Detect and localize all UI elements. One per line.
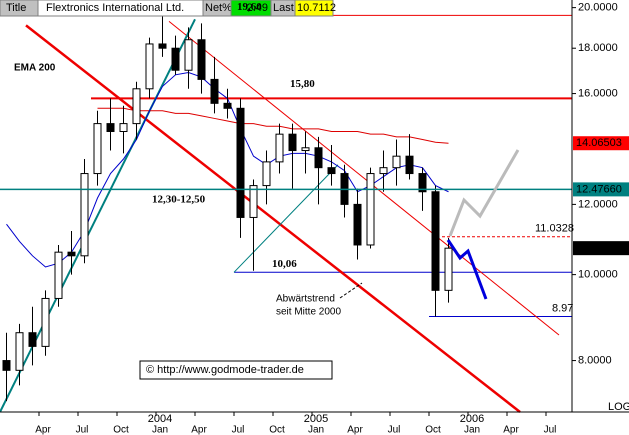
price-box-label: 14.06503 bbox=[576, 137, 622, 149]
x-tick-label: Apr bbox=[35, 425, 51, 435]
price-box-label: 10.7112 bbox=[576, 242, 615, 254]
price-box bbox=[573, 182, 629, 197]
candle-body bbox=[236, 107, 245, 218]
trend-annotation: seit Mitte 2000 bbox=[276, 307, 341, 318]
y-tick-label: 20.0000 bbox=[578, 2, 618, 14]
level-label: 19,60 bbox=[237, 1, 262, 13]
candle-body bbox=[210, 78, 219, 104]
level-label: 11.0328 bbox=[535, 223, 574, 235]
trend-line bbox=[25, 24, 521, 413]
x-tick-label: Oct bbox=[425, 425, 441, 435]
indicator-line bbox=[97, 107, 449, 144]
candle-body bbox=[119, 123, 128, 132]
header-title: Title bbox=[6, 2, 26, 14]
candle-body bbox=[444, 247, 453, 291]
header-last-label: Last bbox=[273, 2, 294, 14]
header-name: Flextronics International Ltd. bbox=[46, 2, 184, 14]
header-cell bbox=[294, 0, 334, 17]
candle-body bbox=[223, 102, 232, 109]
candle-body bbox=[288, 133, 297, 152]
x-tick-label: Jan bbox=[152, 425, 168, 435]
candle-body bbox=[145, 43, 154, 90]
y-tick-label: 16.0000 bbox=[578, 87, 618, 99]
x-tick-label: Apr bbox=[347, 425, 363, 435]
source: © http://www.godmode-trader.de bbox=[146, 364, 304, 376]
log-label: LOG bbox=[608, 401, 629, 413]
candle-body bbox=[171, 47, 180, 71]
candle-body bbox=[366, 173, 375, 246]
y-tick-label: 10.0000 bbox=[578, 269, 618, 281]
candle-body bbox=[15, 332, 24, 371]
price-box bbox=[573, 241, 629, 256]
candle-body bbox=[28, 332, 37, 347]
year-label: 2004 bbox=[148, 413, 172, 425]
candle-body bbox=[431, 191, 440, 291]
year-label: 2005 bbox=[304, 413, 328, 425]
projection-down bbox=[446, 239, 488, 300]
range-annotation: 12,30-12,50 bbox=[152, 194, 206, 206]
price-box-label: 12.47660 bbox=[576, 183, 622, 195]
x-tick-label: Oct bbox=[269, 425, 285, 435]
candle-body bbox=[93, 123, 102, 175]
header-net: 2.49 bbox=[247, 2, 268, 14]
candle-body bbox=[379, 167, 388, 175]
candle-body bbox=[353, 203, 362, 246]
candle-body bbox=[327, 167, 336, 175]
price-box bbox=[573, 136, 629, 151]
y-tick-label: 18.0000 bbox=[578, 42, 618, 54]
candle-body bbox=[158, 43, 167, 49]
x-tick-label: Jul bbox=[544, 425, 557, 435]
y-tick-label: 8.0000 bbox=[578, 354, 612, 366]
x-tick-label: Jan bbox=[308, 425, 324, 435]
candle-body bbox=[314, 147, 323, 169]
candle-body bbox=[197, 39, 206, 80]
x-tick-label: Apr bbox=[191, 425, 207, 435]
trend-line bbox=[168, 20, 560, 336]
x-tick-label: Oct bbox=[113, 425, 129, 435]
header-last: 10.7112 bbox=[297, 2, 336, 14]
trend-line bbox=[233, 164, 339, 273]
level-label: 10,06 bbox=[272, 258, 297, 270]
header-net-label: Net% bbox=[205, 2, 232, 14]
candle-body bbox=[80, 173, 89, 257]
candle-body bbox=[262, 161, 271, 187]
x-tick-label: Jul bbox=[232, 425, 245, 435]
candle-body bbox=[301, 147, 310, 152]
candle-body bbox=[2, 360, 11, 371]
candle-body bbox=[41, 297, 50, 347]
x-tick-label: Jan bbox=[464, 425, 480, 435]
indicator-name: EMA 200 bbox=[14, 63, 56, 74]
source-box bbox=[139, 360, 333, 380]
year-label: 2006 bbox=[460, 413, 484, 425]
candle-body bbox=[249, 185, 258, 218]
candle-body bbox=[405, 155, 414, 175]
candle-body bbox=[54, 251, 63, 299]
candle-body bbox=[275, 133, 284, 163]
level-label: 8.97 bbox=[552, 302, 573, 314]
trend-annotation: Abwärtstrend bbox=[276, 294, 335, 305]
y-tick-label: 12.0000 bbox=[578, 198, 618, 210]
level-label: 15,80 bbox=[290, 78, 315, 90]
x-tick-label: Jul bbox=[76, 425, 89, 435]
candle-body bbox=[392, 155, 401, 169]
candle-body bbox=[67, 251, 76, 257]
projection-up bbox=[448, 149, 520, 237]
x-tick-label: Apr bbox=[503, 425, 519, 435]
candle-body bbox=[132, 88, 141, 125]
candle-body bbox=[418, 173, 427, 193]
candle-body bbox=[106, 123, 115, 132]
candle-body bbox=[184, 39, 193, 71]
pointer bbox=[339, 282, 363, 299]
x-tick-label: Jul bbox=[388, 425, 401, 435]
plot-area bbox=[0, 14, 572, 413]
